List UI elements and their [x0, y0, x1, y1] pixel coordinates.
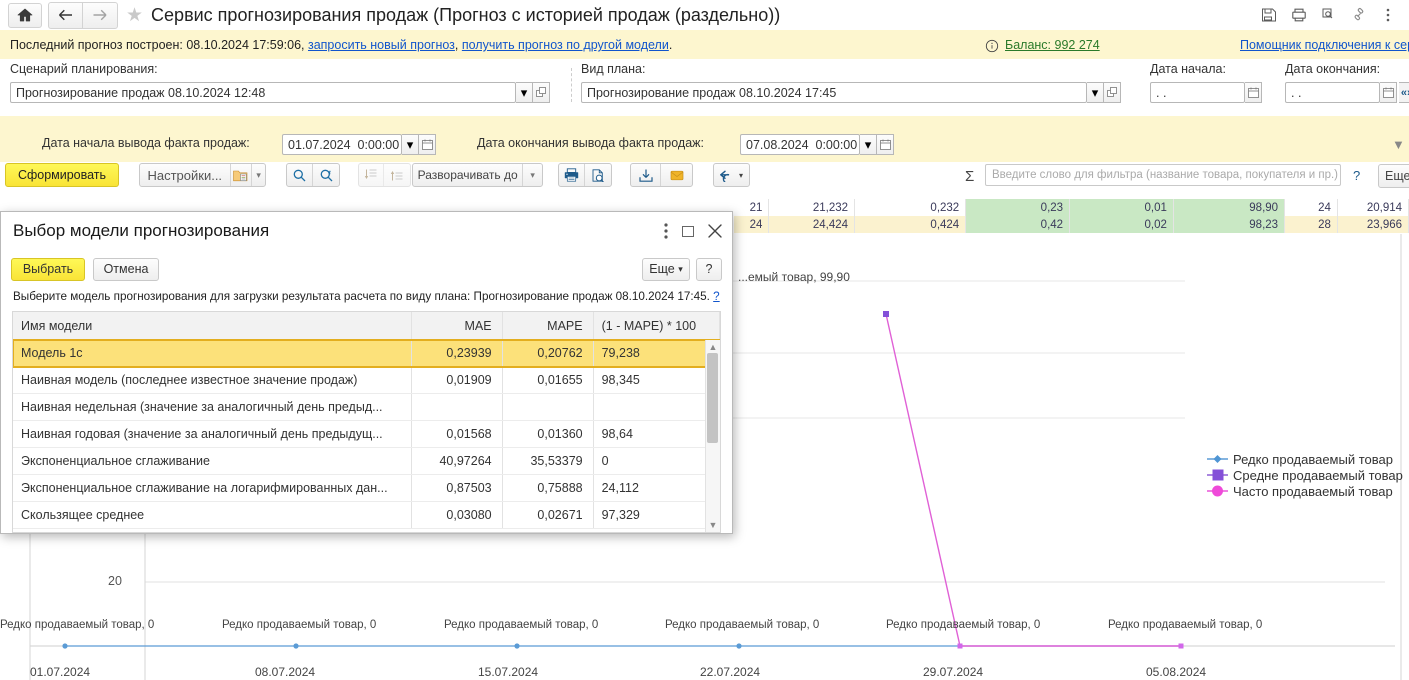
svg-text:Редко продаваемый товар, 0: Редко продаваемый товар, 0 [886, 619, 1040, 631]
svg-text:Редко продаваемый товар, 0: Редко продаваемый товар, 0 [222, 619, 376, 631]
svg-text:22.07.2024: 22.07.2024 [700, 665, 760, 679]
svg-text:05.08.2024: 05.08.2024 [1146, 665, 1206, 679]
svg-text:01.07.2024: 01.07.2024 [30, 665, 90, 679]
svg-text:Средне продаваемый товар: Средне продаваемый товар [1233, 468, 1403, 483]
svg-text:Часто продаваемый товар: Часто продаваемый товар [1233, 484, 1393, 499]
svg-text:Редко продаваемый товар, 0: Редко продаваемый товар, 0 [0, 619, 154, 631]
svg-text:08.07.2024: 08.07.2024 [255, 665, 315, 679]
svg-text:15.07.2024: 15.07.2024 [478, 665, 538, 679]
svg-text:Редко продаваемый товар, 0: Редко продаваемый товар, 0 [444, 619, 598, 631]
svg-text:20: 20 [108, 574, 122, 588]
svg-text:Редко продаваемый товар: Редко продаваемый товар [1233, 452, 1393, 467]
svg-text:Редко продаваемый товар, 0: Редко продаваемый товар, 0 [1108, 619, 1262, 631]
svg-text:Редко продаваемый товар, 0: Редко продаваемый товар, 0 [665, 619, 819, 631]
svg-text:...емый товар, 99,90: ...емый товар, 99,90 [738, 270, 850, 284]
svg-text:29.07.2024: 29.07.2024 [923, 665, 983, 679]
